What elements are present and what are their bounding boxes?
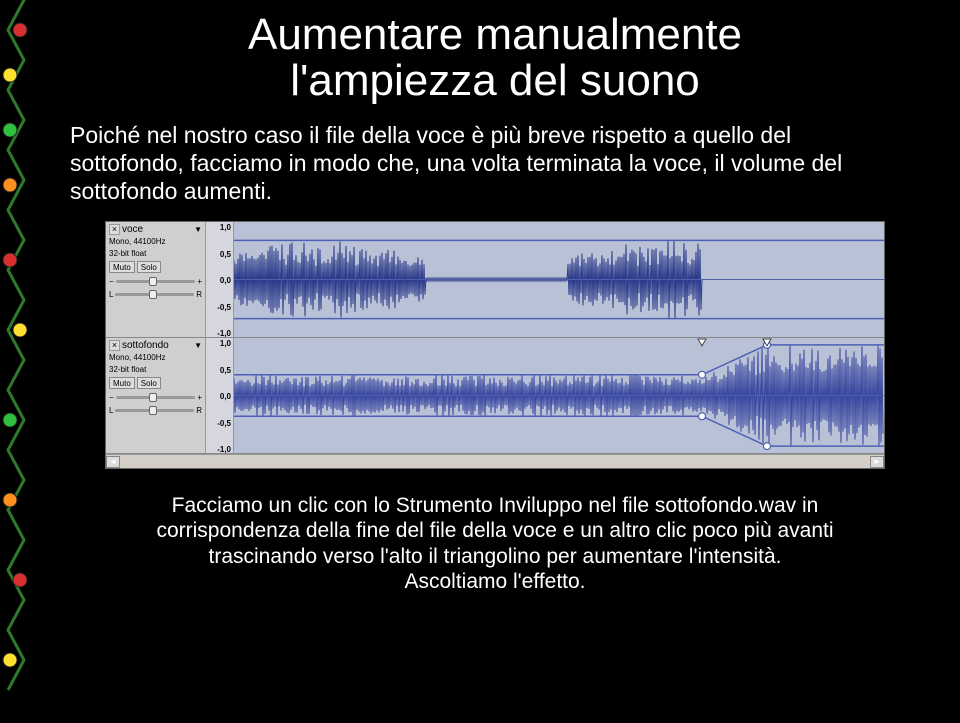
intro-line-1: Poiché nel nostro caso il file della voc… xyxy=(70,122,791,148)
title-line-1: Aumentare manualmente xyxy=(248,10,742,59)
audacity-screenshot: ×voce▼Mono, 44100Hz32-bit floatMutoSolo−… xyxy=(105,221,885,469)
ruler-tick: 0,0 xyxy=(220,392,231,401)
scroll-left-button[interactable]: ◄ xyxy=(106,456,120,468)
ruler-tick: 1,0 xyxy=(220,223,231,232)
track-format-label: 32-bit float xyxy=(109,249,202,259)
solo-button[interactable]: Solo xyxy=(137,261,161,273)
slide-decoration xyxy=(0,0,40,718)
track-format-label: 32-bit float xyxy=(109,365,202,375)
track-menu-dropdown[interactable]: ▼ xyxy=(194,341,202,350)
amplitude-ruler: 1,0 0,5 0,0 -0,5 -1,0 xyxy=(206,338,234,453)
gain-slider[interactable]: −+ xyxy=(109,277,202,286)
waveform-canvas[interactable] xyxy=(234,338,884,453)
waveform-canvas[interactable] xyxy=(234,222,884,337)
slide-title: Aumentare manualmente l'ampiezza del suo… xyxy=(70,12,920,104)
mute-button[interactable]: Muto xyxy=(109,377,135,389)
track-control-panel: ×voce ▼ Mono, 44100Hz 32-bit float MutoSolo −… xyxy=(106,222,206,337)
ruler-tick: -1,0 xyxy=(217,445,231,454)
close-track-button[interactable]: × xyxy=(109,224,120,235)
ruler-tick: -0,5 xyxy=(217,303,231,312)
ruler-tick: -0,5 xyxy=(217,419,231,428)
track-menu-dropdown[interactable]: ▼ xyxy=(194,225,202,234)
slide-content: Aumentare manualmente l'ampiezza del suo… xyxy=(40,0,960,594)
outro-paragraph: Facciamo un clic con lo Strumento Invilu… xyxy=(85,493,905,594)
outro-line-2: corrispondenza della fine del file della… xyxy=(156,519,833,542)
outro-line-1: Facciamo un clic con lo Strumento Invilu… xyxy=(172,494,819,517)
track-name-label: voce xyxy=(122,224,143,235)
pan-slider[interactable]: LR xyxy=(109,290,202,299)
audio-track: ×voce ▼ Mono, 44100Hz 32-bit float MutoSolo −… xyxy=(106,222,884,338)
outro-line-3: trascinando verso l'alto il triangolino … xyxy=(209,545,782,568)
track-control-panel: ×sottofondo ▼ Mono, 44100Hz 32-bit float Mut… xyxy=(106,338,206,453)
track-waveform-area: 1,0 0,5 0,0 -0,5 -1,0 xyxy=(206,222,884,337)
horizontal-scrollbar[interactable]: ◄► xyxy=(106,454,884,468)
ruler-tick: -1,0 xyxy=(217,329,231,338)
track-rate-label: Mono, 44100Hz xyxy=(109,237,202,247)
intro-line-2: sottofondo, facciamo in modo che, una vo… xyxy=(70,150,842,176)
ruler-tick: 1,0 xyxy=(220,339,231,348)
track-waveform-area: 1,0 0,5 0,0 -0,5 -1,0 xyxy=(206,338,884,453)
outro-line-4: Ascoltiamo l'effetto. xyxy=(404,570,585,593)
track-rate-label: Mono, 44100Hz xyxy=(109,353,202,363)
ruler-tick: 0,5 xyxy=(220,366,231,375)
audio-track: ×sottofondo ▼ Mono, 44100Hz 32-bit float Mut… xyxy=(106,338,884,454)
track-name-label: sottofondo xyxy=(122,340,169,351)
mute-button[interactable]: Muto xyxy=(109,261,135,273)
scroll-right-button[interactable]: ► xyxy=(870,456,884,468)
intro-line-3: sottofondo aumenti. xyxy=(70,178,272,204)
intro-paragraph: Poiché nel nostro caso il file della voc… xyxy=(70,122,920,205)
pan-slider[interactable]: LR xyxy=(109,406,202,415)
ruler-tick: 0,5 xyxy=(220,250,231,259)
solo-button[interactable]: Solo xyxy=(137,377,161,389)
amplitude-ruler: 1,0 0,5 0,0 -0,5 -1,0 xyxy=(206,222,234,337)
gain-slider[interactable]: −+ xyxy=(109,393,202,402)
close-track-button[interactable]: × xyxy=(109,340,120,351)
title-line-2: l'ampiezza del suono xyxy=(290,56,700,105)
ruler-tick: 0,0 xyxy=(220,276,231,285)
